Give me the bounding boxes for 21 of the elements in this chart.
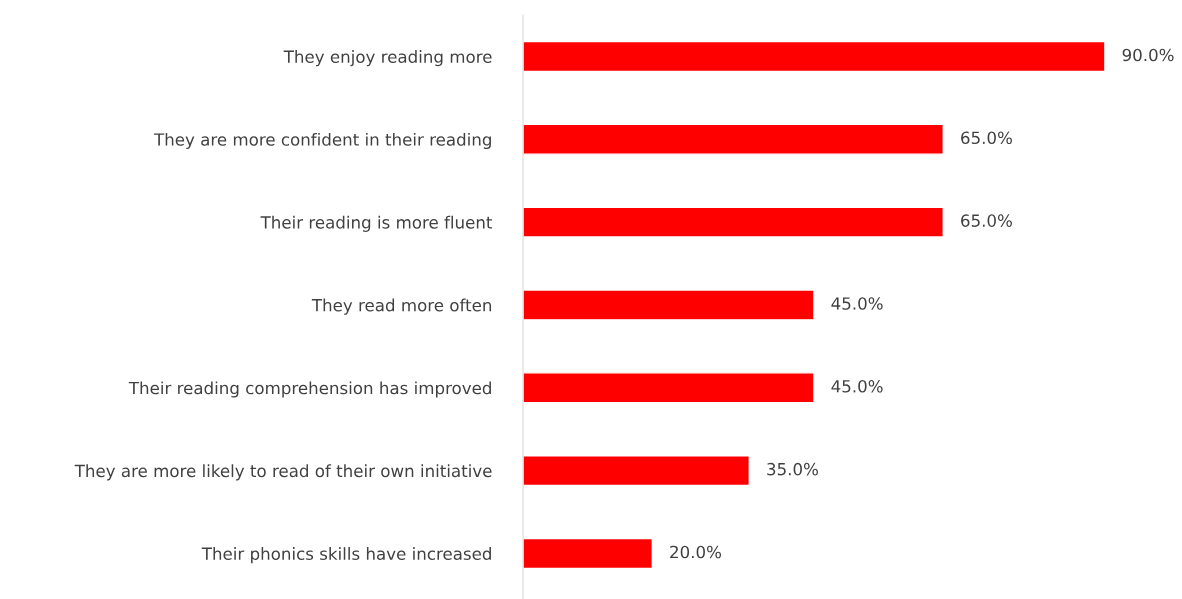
- data-label: 45.0%: [831, 380, 883, 393]
- data-label: 90.0%: [1122, 48, 1174, 62]
- y-tick-label: They read more often: [311, 298, 492, 315]
- bar: [523, 206, 944, 238]
- y-tick-label: They enjoy reading more: [283, 50, 492, 67]
- bar: [523, 40, 1106, 73]
- data-label: 65.0%: [961, 214, 1012, 227]
- data-label: 65.0%: [961, 131, 1012, 145]
- y-tick-label: They are more confident in their reading: [153, 132, 491, 150]
- bar: [523, 289, 815, 321]
- bar: [523, 372, 815, 404]
- y-tick-label: Their reading is more fluent: [260, 215, 493, 232]
- data-label: 35.0%: [767, 462, 818, 476]
- data-label: 45.0%: [831, 297, 883, 310]
- bar: [523, 123, 944, 155]
- y-tick-label: Their reading comprehension has improved: [128, 381, 491, 398]
- data-label: 20.0%: [670, 545, 721, 559]
- y-tick-label: They are more likely to read of their own initiative: [74, 464, 492, 481]
- y-tick-label: Their phonics skills have increased: [201, 547, 491, 564]
- bar: [523, 537, 654, 570]
- bar: [523, 454, 750, 487]
